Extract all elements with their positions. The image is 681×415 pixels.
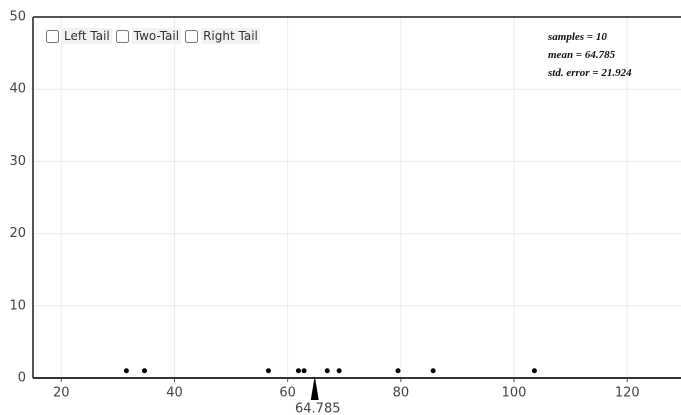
tail-option[interactable]: Two-Tail bbox=[115, 28, 182, 44]
tail-checkbox[interactable] bbox=[46, 29, 59, 43]
data-dot bbox=[531, 368, 537, 374]
y-tick-label: 20 bbox=[9, 226, 26, 241]
data-dot bbox=[123, 368, 129, 374]
mean-label: 64.785 bbox=[295, 402, 341, 415]
y-tick-label: 10 bbox=[9, 298, 26, 313]
y-tick-label: 0 bbox=[18, 371, 26, 386]
tail-label[interactable]: Two-Tail bbox=[131, 28, 182, 44]
x-tick-label: 80 bbox=[393, 386, 410, 401]
x-tick-label: 100 bbox=[502, 386, 527, 401]
y-tick-label: 40 bbox=[9, 82, 26, 97]
mean-marker bbox=[310, 376, 319, 400]
tail-option[interactable]: Right Tail bbox=[185, 28, 260, 44]
stat-line: std. error = 21.924 bbox=[548, 67, 632, 79]
data-dot bbox=[295, 368, 301, 374]
tail-checkbox[interactable] bbox=[115, 29, 129, 43]
y-tick-label: 30 bbox=[9, 154, 26, 169]
tail-label[interactable]: Right Tail bbox=[201, 28, 260, 44]
x-tick-label: 40 bbox=[166, 386, 183, 401]
tail-controls: Left Tail Two-Tail Right Tail bbox=[46, 28, 264, 44]
y-tick-label: 50 bbox=[9, 10, 26, 25]
data-dot bbox=[395, 368, 401, 374]
stat-line: mean = 64.785 bbox=[548, 49, 616, 61]
tail-label[interactable]: Left Tail bbox=[62, 28, 112, 44]
stats: samples = 10 mean = 64.785 std. error = 21… bbox=[548, 28, 632, 82]
x-tick-label: 120 bbox=[615, 386, 640, 401]
data-dot bbox=[430, 368, 436, 374]
stat-line: samples = 10 bbox=[548, 31, 607, 43]
x-tick-label: 20 bbox=[53, 386, 70, 401]
x-tick-label: 60 bbox=[279, 386, 296, 401]
tail-option[interactable]: Left Tail bbox=[46, 28, 112, 44]
data-dot bbox=[265, 368, 271, 374]
data-dot bbox=[324, 368, 330, 374]
tail-checkbox[interactable] bbox=[185, 29, 199, 43]
data-dot bbox=[141, 368, 147, 374]
data-dot bbox=[336, 368, 342, 374]
data-dot bbox=[301, 368, 307, 374]
